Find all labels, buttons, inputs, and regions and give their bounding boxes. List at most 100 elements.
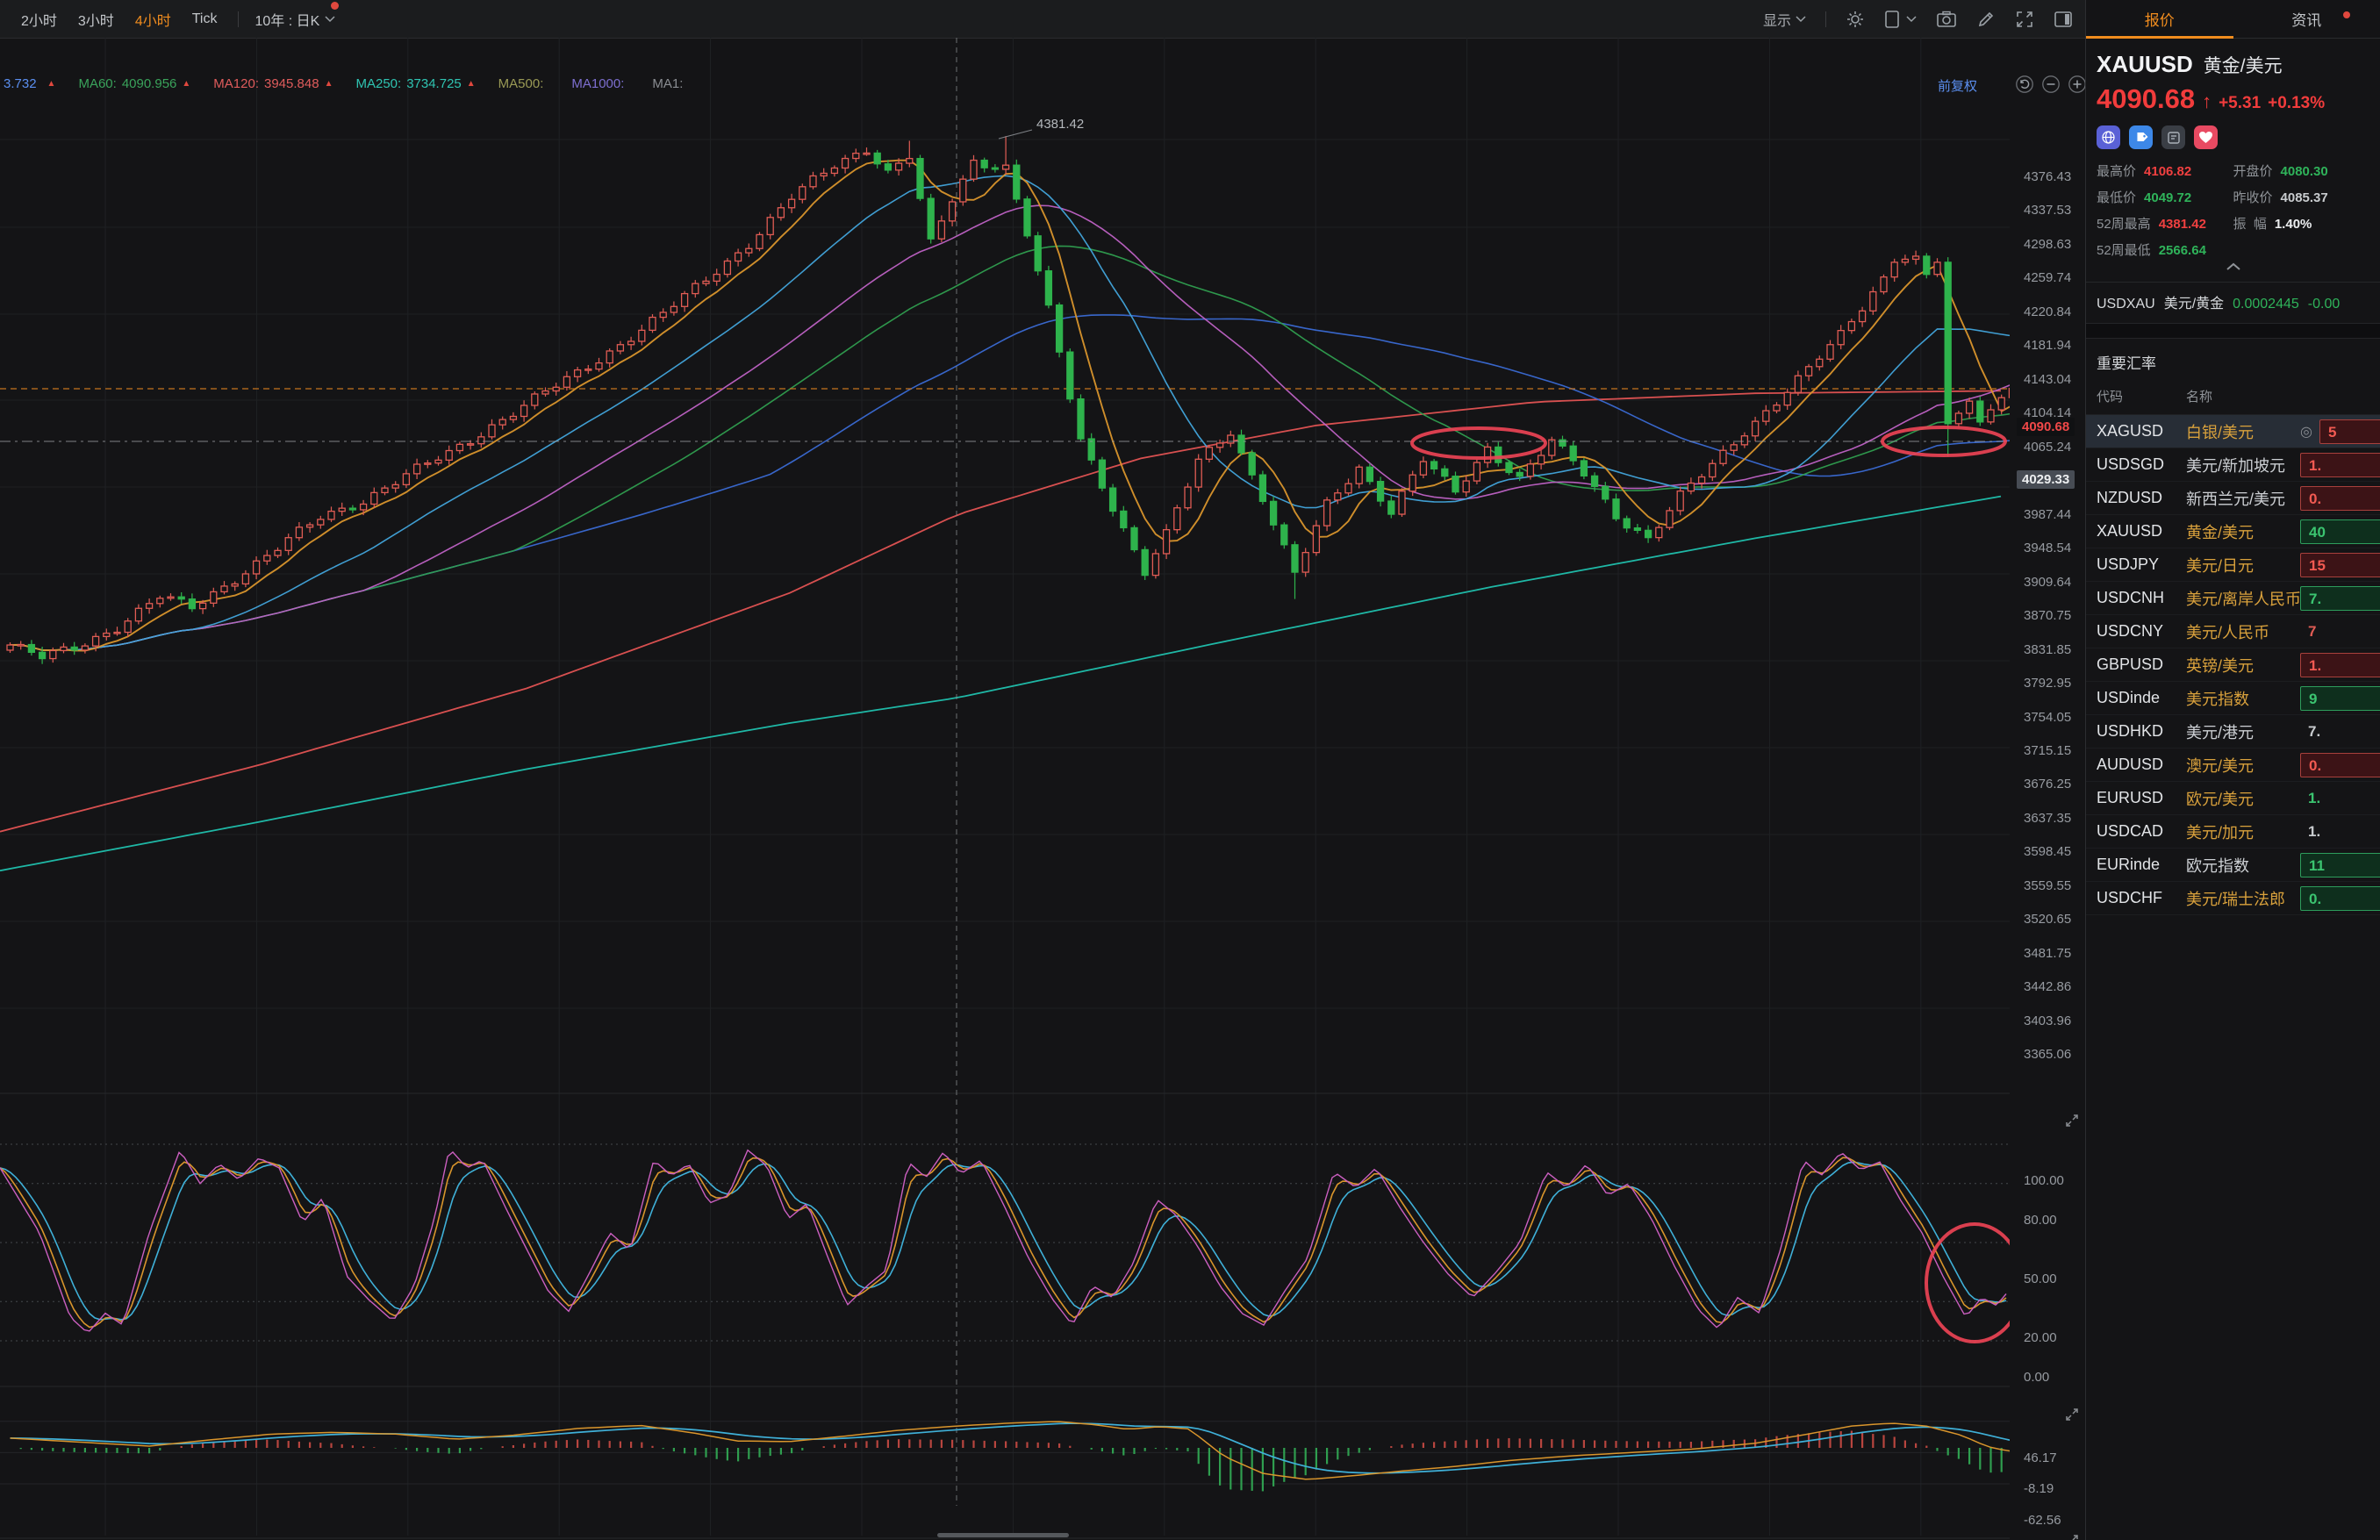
stat-label: 最高价 bbox=[2097, 164, 2137, 179]
stat-value: 4381.42 bbox=[2158, 217, 2206, 232]
quote-name: 美元/离岸人民币 bbox=[2186, 590, 2300, 608]
display-dropdown[interactable]: 显示 bbox=[1763, 9, 1806, 30]
usdxau-row[interactable]: USDXAU 美元/黄金 0.0002445 -0.00 bbox=[2097, 291, 2380, 312]
ma-value: 4090.956 bbox=[121, 76, 177, 91]
quote-row[interactable]: USDJPY 美元/日元 ◎ 15 bbox=[2086, 548, 2380, 582]
stat-item: 52周最高 4381.42 bbox=[2097, 214, 2233, 233]
quote-row[interactable]: NZDUSD 新西兰元/美元 ◎ 0. bbox=[2086, 482, 2380, 515]
chevron-down-icon bbox=[325, 15, 335, 22]
stat-item: 振 幅 1.40% bbox=[2233, 214, 2370, 233]
price-adjust-mode-link[interactable]: 前复权 bbox=[1938, 79, 1978, 94]
stat-value: 1.40% bbox=[2274, 217, 2312, 232]
timeframe-button[interactable]: 4小时 bbox=[134, 13, 171, 29]
quote-row[interactable]: EURinde 欧元指数 ◎ 11 bbox=[2086, 849, 2380, 882]
quote-name: 美元/港元 bbox=[2186, 723, 2255, 741]
quote-name: 欧元指数 bbox=[2186, 856, 2249, 875]
quote-price: 0. bbox=[2300, 885, 2380, 911]
fullscreen-icon[interactable] bbox=[2015, 10, 2034, 29]
up-arrow-icon: ↑ bbox=[2202, 90, 2212, 112]
undo-icon[interactable] bbox=[2015, 75, 2034, 94]
quote-price: 7. bbox=[2300, 585, 2380, 611]
section-gap bbox=[2086, 323, 2380, 339]
quote-price: 1. bbox=[2300, 452, 2380, 477]
price-axis[interactable]: 4376.43 4337.53 4298.63 4259.74 4220.84 4181.… bbox=[2010, 38, 2085, 1540]
chart-toolbar: 2小时 3小时 4小时 Tick 10年 : 日K 显示 bbox=[0, 0, 2085, 39]
quote-row[interactable]: USDCNH 美元/离岸人民币 ◎ 7. bbox=[2086, 582, 2380, 615]
period-label: 10年 : 日K bbox=[254, 13, 320, 29]
axis-tick-label: 3481.75 bbox=[2024, 945, 2072, 961]
ma-label: MA500: bbox=[498, 76, 544, 91]
timeframe-button[interactable]: 3小时 bbox=[77, 13, 114, 29]
period-selector[interactable]: 10年 : 日K bbox=[254, 1, 340, 30]
stat-label: 开盘价 bbox=[2233, 164, 2273, 179]
quote-table: XAGUSD 白银/美元 ◎ 5 USDSGD 美元/新加坡元 ◎ 1. NZD… bbox=[2086, 414, 2380, 915]
axis-tick-label: 3792.95 bbox=[2024, 676, 2072, 691]
stat-item: 52周最低 2566.64 bbox=[2097, 240, 2233, 259]
quote-sidebar: 报价 资讯 XAUUSD 黄金/美元 4090.68 ↑ +5.31 +0.13… bbox=[2085, 0, 2380, 1540]
axis-tick-label: 3403.96 bbox=[2024, 1013, 2072, 1028]
axis-tick-label: 4376.43 bbox=[2024, 169, 2072, 184]
globe-icon[interactable] bbox=[2097, 125, 2120, 149]
axis-tick-label: 80.00 bbox=[2024, 1212, 2057, 1228]
timeframe-button[interactable]: 2小时 bbox=[21, 13, 57, 29]
quote-code: USDCAD bbox=[2097, 822, 2164, 840]
quote-row[interactable]: USDCNY 美元/人民币 ◎ 7 bbox=[2086, 615, 2380, 648]
stat-label: 52周最高 bbox=[2097, 217, 2151, 232]
right-panel-toggle-icon[interactable] bbox=[2054, 10, 2073, 29]
up-triangle-icon: ▲ bbox=[466, 79, 476, 89]
quote-row[interactable]: USDHKD 美元/港元 ◎ 7. bbox=[2086, 715, 2380, 749]
quote-price: 1. bbox=[2308, 789, 2321, 806]
tab-quotes[interactable]: 报价 bbox=[2144, 12, 2175, 29]
instrument-name: 黄金/美元 bbox=[2203, 56, 2283, 76]
quote-price: 5 bbox=[2319, 419, 2380, 444]
price-row: 4090.68 ↑ +5.31 +0.13% bbox=[2097, 83, 2380, 115]
tab-news[interactable]: 资讯 bbox=[2233, 8, 2380, 30]
axis-tick-label: 50.00 bbox=[2024, 1271, 2057, 1286]
settings-gear-icon[interactable] bbox=[1846, 10, 1865, 29]
axis-tick-label: 4065.24 bbox=[2024, 439, 2072, 455]
quote-code: USDHKD bbox=[2097, 722, 2164, 740]
ma-legend-item: MA250: 3734.725 ▲ bbox=[355, 76, 475, 91]
tag-icon[interactable] bbox=[2129, 125, 2153, 149]
stat-value: 4106.82 bbox=[2144, 164, 2192, 179]
quote-row[interactable]: AUDUSD 澳元/美元 ◎ 0. bbox=[2086, 749, 2380, 782]
ma-label: MA60: bbox=[78, 76, 117, 91]
tab-news-label: 资讯 bbox=[2291, 12, 2322, 29]
axis-tick-label: 4143.04 bbox=[2024, 371, 2072, 387]
quote-row[interactable]: USDCAD 美元/加元 ◎ 1. bbox=[2086, 815, 2380, 849]
favorite-heart-icon[interactable] bbox=[2194, 125, 2218, 149]
quote-row[interactable]: USDinde 美元指数 ◎ 9 bbox=[2086, 682, 2380, 715]
usdxau-price: 0.0002445 bbox=[2233, 297, 2299, 312]
quote-row[interactable]: USDCHF 美元/瑞士法郎 ◎ 0. bbox=[2086, 882, 2380, 915]
screenshot-camera-icon[interactable] bbox=[1936, 10, 1957, 29]
panel-expand-icon[interactable] bbox=[2064, 1113, 2080, 1128]
divider bbox=[2086, 282, 2380, 283]
axis-tick-label: 4337.53 bbox=[2024, 203, 2072, 218]
quote-row[interactable]: USDSGD 美元/新加坡元 ◎ 1. bbox=[2086, 448, 2380, 482]
notes-icon[interactable] bbox=[2161, 125, 2185, 149]
axis-tick-label: 3831.85 bbox=[2024, 641, 2072, 657]
quote-row[interactable]: XAUUSD 黄金/美元 ◎ 40 bbox=[2086, 515, 2380, 548]
price-chart[interactable]: 4381.42 bbox=[0, 38, 2010, 1540]
zoom-out-icon[interactable] bbox=[2041, 75, 2061, 94]
draw-pencil-icon[interactable] bbox=[1976, 10, 1996, 29]
quote-code: NZDUSD bbox=[2097, 489, 2162, 506]
stat-value: 2566.64 bbox=[2158, 243, 2206, 258]
quote-row[interactable]: EURUSD 欧元/美元 ◎ 1. bbox=[2086, 782, 2380, 815]
panel-expand-icon[interactable] bbox=[2064, 1533, 2080, 1540]
quote-row[interactable]: GBPUSD 英镑/美元 ◎ 1. bbox=[2086, 648, 2380, 682]
panel-expand-icon[interactable] bbox=[2064, 1407, 2080, 1422]
horizontal-scrollbar[interactable] bbox=[937, 1533, 1069, 1537]
ma-label: MA1000: bbox=[571, 76, 625, 91]
collapse-chevron-icon[interactable] bbox=[2086, 262, 2380, 276]
quote-table-header: 代码 名称 bbox=[2097, 387, 2380, 405]
timeframe-button[interactable]: Tick bbox=[191, 11, 218, 26]
quote-price: 0. bbox=[2300, 485, 2380, 511]
quote-name: 新西兰元/美元 bbox=[2186, 490, 2286, 508]
target-icon[interactable]: ◎ bbox=[2300, 424, 2312, 440]
chart-type-dropdown[interactable] bbox=[1884, 10, 1917, 29]
quick-action-row bbox=[2097, 125, 2380, 149]
quote-code: USDSGD bbox=[2097, 455, 2165, 473]
quote-row[interactable]: XAGUSD 白银/美元 ◎ 5 bbox=[2086, 415, 2380, 448]
stat-item: 最低价 4049.72 bbox=[2097, 188, 2233, 206]
